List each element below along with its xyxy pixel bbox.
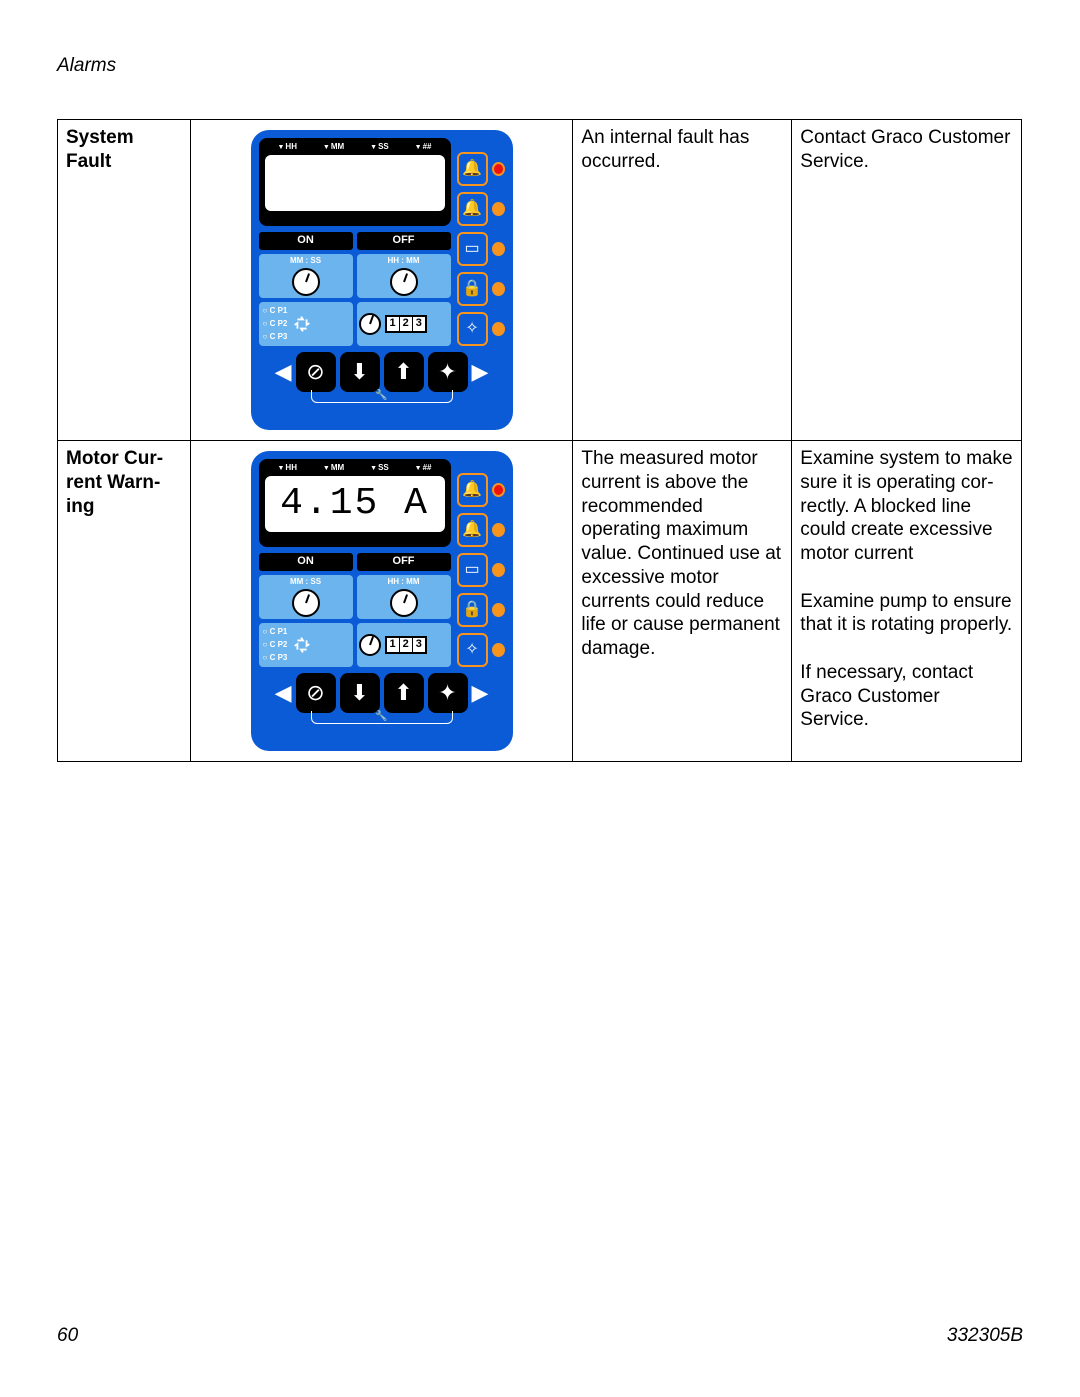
tool-button[interactable]: ✦ [428,352,468,392]
cp-cell: C P1C P2C P3 [259,623,353,667]
up-button[interactable]: ⬆ [384,352,424,392]
led [492,523,505,537]
lcd-display: 4.15 A [265,476,445,532]
bell-alarm-icon[interactable]: 🔔 [457,473,488,507]
drop-icon[interactable]: ✧ [457,312,488,346]
alarm-image: HHMMSS## 🔔 🔔 ON OFF MM : SS HH : MM C P1… [190,120,573,441]
down-button[interactable]: ⬇ [340,352,380,392]
right-arrow-icon[interactable]: ▶ [472,358,489,386]
alarm-image: HHMMSS## 4.15 A 🔔 🔔 ON OFF MM : SS HH : … [190,441,573,762]
cancel-button[interactable]: ⊘ [296,673,336,713]
alarm-name: Motor Cur­rent Warn­ing [58,441,191,762]
digits-cell: 123 [357,302,451,346]
alarm-table: System Fault HHMMSS## 🔔 🔔 ON OFF MM : SS… [57,119,1022,762]
hhmm-cell: HH : MM [357,575,451,619]
alarm-description: An internal fault has occurred. [573,120,792,441]
left-arrow-icon[interactable]: ◀ [275,358,292,386]
section-header: Alarms [57,55,116,77]
cp-cell: C P1C P2C P3 [259,302,353,346]
drop-icon[interactable]: ✧ [457,633,488,667]
cycle-icon [291,313,313,335]
led-red [492,483,505,497]
bell-icon[interactable]: 🔔 [457,192,488,226]
left-arrow-icon[interactable]: ◀ [275,679,292,707]
up-button[interactable]: ⬆ [384,673,424,713]
wrench-icon: 🔧 [311,390,453,403]
led [492,202,505,216]
table-row: Motor Cur­rent Warn­ing HHMMSS## 4.15 A … [58,441,1022,762]
off-label: OFF [357,553,451,571]
mmss-cell: MM : SS [259,254,353,298]
control-panel: HHMMSS## 🔔 🔔 ON OFF MM : SS HH : MM C P1… [251,130,513,430]
right-arrow-icon[interactable]: ▶ [472,679,489,707]
off-label: OFF [357,232,451,250]
screen-icon[interactable]: ▭ [457,553,488,587]
alarm-name: System Fault [58,120,191,441]
doc-number: 332305B [947,1325,1023,1347]
on-label: ON [259,553,353,571]
page-number: 60 [57,1325,78,1347]
bell-alarm-icon[interactable]: 🔔 [457,152,488,186]
led-red [492,162,505,176]
alarm-description: The measured motor cur­rent is above the… [573,441,792,762]
digits-cell: 123 [357,623,451,667]
screen-icon[interactable]: ▭ [457,232,488,266]
mmss-cell: MM : SS [259,575,353,619]
cycle-icon [291,634,313,656]
alarm-action: Examine system to make sure it is operat… [792,441,1022,762]
lock-icon[interactable]: 🔒 [457,593,488,627]
hhmm-cell: HH : MM [357,254,451,298]
on-label: ON [259,232,353,250]
tool-button[interactable]: ✦ [428,673,468,713]
table-row: System Fault HHMMSS## 🔔 🔔 ON OFF MM : SS… [58,120,1022,441]
bell-icon[interactable]: 🔔 [457,513,488,547]
alarm-action: Contact Graco Customer Service. [792,120,1022,441]
lcd-frame: HHMMSS## 4.15 A [259,459,451,547]
lcd-frame: HHMMSS## [259,138,451,226]
cancel-button[interactable]: ⊘ [296,352,336,392]
control-panel: HHMMSS## 4.15 A 🔔 🔔 ON OFF MM : SS HH : … [251,451,513,751]
wrench-icon: 🔧 [311,711,453,724]
lock-icon[interactable]: 🔒 [457,272,488,306]
down-button[interactable]: ⬇ [340,673,380,713]
lcd-display [265,155,445,211]
